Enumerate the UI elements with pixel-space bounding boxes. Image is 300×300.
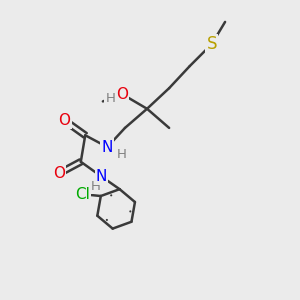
Text: N: N <box>96 169 107 184</box>
Text: O: O <box>58 113 70 128</box>
Text: Cl: Cl <box>75 187 90 202</box>
Text: N: N <box>102 140 113 154</box>
Text: H: H <box>117 148 127 161</box>
Text: O: O <box>116 87 128 102</box>
Text: S: S <box>207 35 217 53</box>
Text: H: H <box>91 180 100 193</box>
Text: O: O <box>53 166 65 181</box>
Text: H: H <box>105 92 115 105</box>
